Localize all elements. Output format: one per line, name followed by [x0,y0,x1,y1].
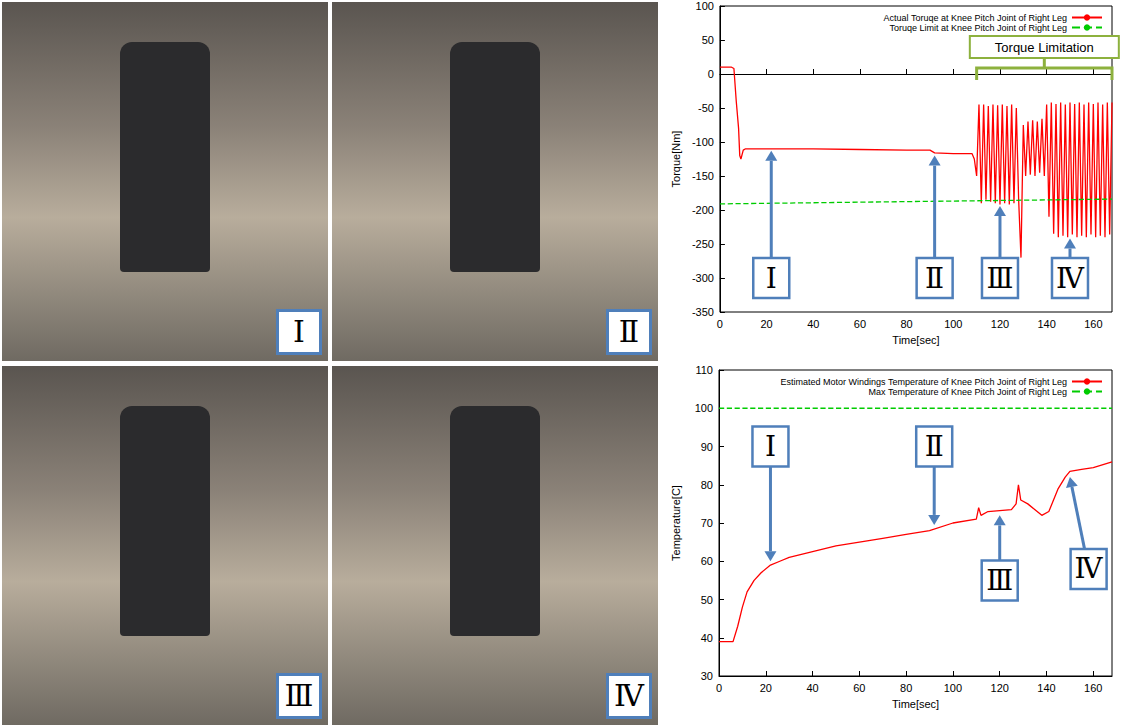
svg-text:20: 20 [760,682,772,694]
svg-text:Ⅰ: Ⅰ [765,430,776,463]
svg-text:80: 80 [900,318,912,330]
svg-text:160: 160 [1084,682,1102,694]
svg-text:0: 0 [708,68,714,80]
html-text:Ⅰ: Ⅰ [293,314,305,349]
svg-text:140: 140 [1037,682,1055,694]
svg-text:60: 60 [701,555,713,567]
svg-text:100: 100 [695,402,713,414]
html-text:Ⅲ: Ⅲ [284,678,314,713]
svg-text:30: 30 [701,670,713,682]
svg-text:Temperature[C]: Temperature[C] [670,485,682,561]
svg-text:20: 20 [760,318,772,330]
svg-text:70: 70 [701,517,713,529]
html-text:Ⅱ: Ⅱ [618,314,640,349]
svg-text:Ⅳ: Ⅳ [1056,262,1085,295]
svg-text:Torque[Nm]: Torque[Nm] [670,131,682,188]
svg-text:80: 80 [701,479,713,491]
svg-text:100: 100 [944,682,962,694]
svg-text:50: 50 [701,594,713,606]
svg-text:120: 120 [991,318,1009,330]
svg-text:-50: -50 [698,102,714,114]
svg-text:Torque Limitation: Torque Limitation [995,40,1094,55]
svg-text:-200: -200 [692,204,714,216]
svg-text:Toruqe Limit at Knee Pitch Joi: Toruqe Limit at Knee Pitch Joint of Righ… [889,23,1067,33]
svg-text:160: 160 [1084,318,1102,330]
svg-text:Max Temperature of Knee Pitch: Max Temperature of Knee Pitch Joint of R… [869,387,1067,397]
svg-text:-150: -150 [692,170,714,182]
svg-text:100: 100 [696,0,714,12]
svg-text:60: 60 [853,682,865,694]
svg-text:120: 120 [991,682,1009,694]
svg-text:Time[sec]: Time[sec] [892,334,939,346]
svg-text:40: 40 [807,318,819,330]
svg-text:Time[sec]: Time[sec] [892,698,939,710]
svg-text:110: 110 [695,364,713,376]
svg-text:-250: -250 [692,238,714,250]
svg-text:Ⅱ: Ⅱ [925,262,944,295]
svg-text:-350: -350 [692,306,714,318]
svg-text:100: 100 [944,318,962,330]
svg-text:Ⅲ: Ⅲ [986,564,1013,597]
svg-text:Ⅱ: Ⅱ [925,430,944,463]
svg-text:60: 60 [854,318,866,330]
svg-text:Estimated Motor Windings Tempe: Estimated Motor Windings Temperature of … [781,377,1067,387]
html-text:Ⅳ: Ⅳ [614,678,644,713]
svg-text:40: 40 [701,632,713,644]
svg-text:90: 90 [701,441,713,453]
svg-text:Ⅰ: Ⅰ [766,262,777,295]
svg-text:Actual Toruqe at Knee Pitch Jo: Actual Toruqe at Knee Pitch Joint of Rig… [884,13,1067,23]
svg-text:0: 0 [716,682,722,694]
svg-text:-300: -300 [692,272,714,284]
svg-text:0: 0 [717,318,723,330]
svg-text:80: 80 [900,682,912,694]
svg-text:140: 140 [1037,318,1055,330]
svg-text:-100: -100 [692,136,714,148]
svg-text:50: 50 [702,34,714,46]
svg-text:Ⅳ: Ⅳ [1075,552,1104,585]
svg-text:40: 40 [806,682,818,694]
svg-text:Ⅲ: Ⅲ [986,262,1013,295]
